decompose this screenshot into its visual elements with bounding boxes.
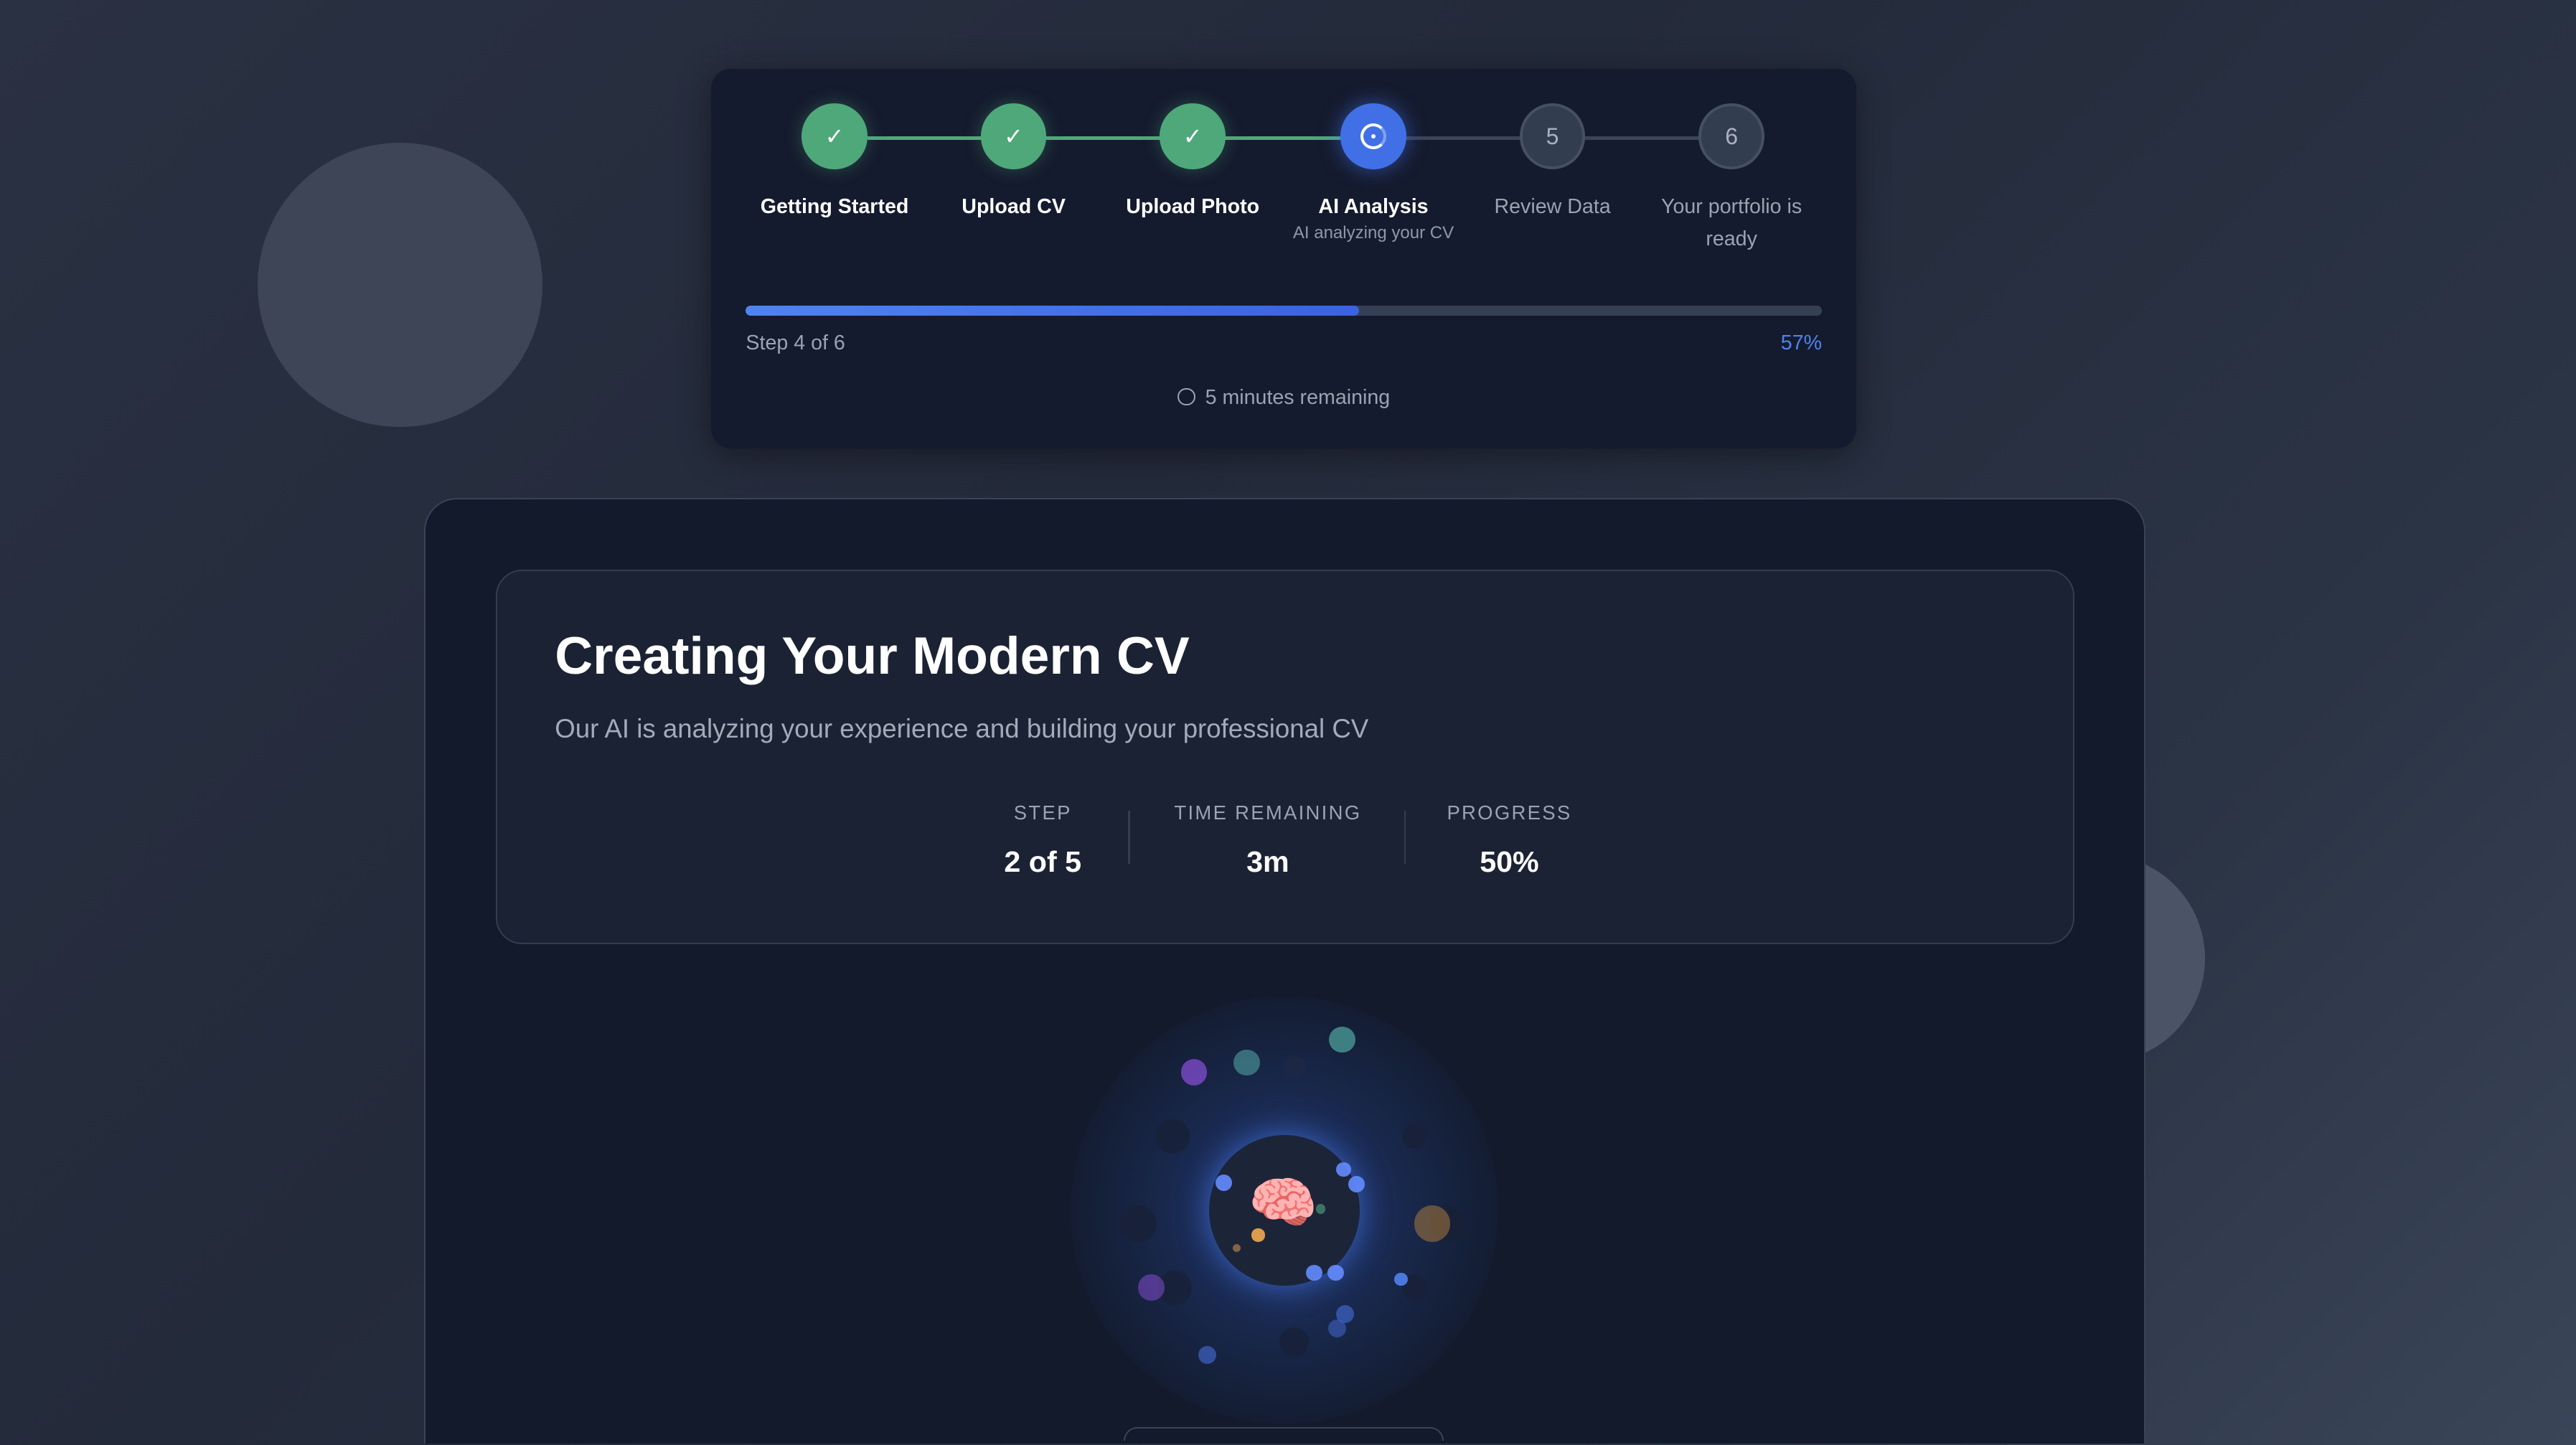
particle xyxy=(1251,1228,1265,1242)
particle xyxy=(1138,1274,1165,1301)
particle xyxy=(1348,1175,1365,1192)
particle xyxy=(1232,1243,1241,1253)
check-icon: ✓ xyxy=(1160,103,1226,169)
particle xyxy=(1215,1174,1232,1191)
particle xyxy=(1155,1119,1190,1154)
step-label: Upload CV xyxy=(962,194,1066,218)
step-label: AI Analysis xyxy=(1318,194,1429,218)
particle xyxy=(1315,1203,1326,1214)
particle xyxy=(1282,1055,1306,1079)
step-ai-analysis[interactable]: AI Analysis AI analyzing your CV xyxy=(1266,103,1480,243)
step-number: 5 xyxy=(1519,103,1586,169)
stat-step: STEP 2 of 5 xyxy=(977,801,1109,880)
step-label: Getting Started xyxy=(760,194,909,218)
step-label: Review Data xyxy=(1494,194,1611,218)
particle xyxy=(1327,1264,1344,1281)
stat-label: STEP xyxy=(1013,801,1072,824)
check-icon: ✓ xyxy=(980,103,1047,169)
main-panel: Creating Your Modern CV Our AI is analyz… xyxy=(423,497,2145,1444)
decorative-circle xyxy=(258,143,542,428)
particle xyxy=(1233,1049,1260,1076)
step-count-text: Step 4 of 6 xyxy=(746,331,845,355)
particle xyxy=(1180,1059,1208,1086)
step-label: Your portfolio is ready xyxy=(1661,194,1802,251)
clock-icon xyxy=(1177,387,1195,406)
particle xyxy=(1430,1205,1467,1242)
particle xyxy=(1327,1319,1346,1338)
particle xyxy=(1120,1205,1157,1242)
time-remaining: 5 minutes remaining xyxy=(711,386,1856,410)
check-icon: ✓ xyxy=(802,103,868,169)
progress-stepper: ✓ Getting Started ✓ Upload CV ✓ Upload Phot… xyxy=(711,69,1857,449)
stat-value: 50% xyxy=(1480,845,1539,879)
stat-value: 2 of 5 xyxy=(1004,845,1082,879)
status-pill xyxy=(1123,1427,1444,1441)
step-portfolio-ready[interactable]: 6 Your portfolio is ready xyxy=(1641,103,1822,256)
step-getting-started[interactable]: ✓ Getting Started xyxy=(744,103,925,223)
particle xyxy=(1328,1026,1355,1053)
divider xyxy=(1404,811,1406,864)
stat-progress: PROGRESS 50% xyxy=(1435,801,1583,880)
stat-time-remaining: TIME REMAINING 3m xyxy=(1161,801,1375,880)
particle xyxy=(1279,1327,1310,1357)
step-label: Upload Photo xyxy=(1126,194,1260,218)
particle xyxy=(1305,1264,1322,1281)
divider xyxy=(1128,811,1130,864)
progress-bar-fill xyxy=(746,305,1360,316)
particle xyxy=(1401,1124,1427,1149)
page-subtitle: Our AI is analyzing your experience and … xyxy=(555,714,1369,744)
particle xyxy=(1414,1205,1451,1242)
loading-ring-icon xyxy=(1340,103,1406,169)
particle xyxy=(1336,1162,1351,1177)
stat-value: 3m xyxy=(1246,845,1289,879)
particle xyxy=(1198,1345,1217,1365)
brain-icon: 🧠 xyxy=(1248,1172,1318,1235)
step-sublabel: AI analyzing your CV xyxy=(1292,223,1454,243)
step-upload-cv[interactable]: ✓ Upload CV xyxy=(923,103,1104,223)
step-number: 6 xyxy=(1698,103,1764,169)
progress-bar xyxy=(746,305,1823,316)
particle xyxy=(1394,1273,1408,1286)
step-review-data[interactable]: 5 Review Data xyxy=(1462,103,1643,223)
status-card: Creating Your Modern CV Our AI is analyz… xyxy=(496,570,2074,944)
connector-line xyxy=(867,136,1377,140)
progress-percent: 57% xyxy=(1780,331,1823,355)
stat-label: TIME REMAINING xyxy=(1174,801,1362,824)
core-orb xyxy=(1208,1134,1360,1286)
time-remaining-text: 5 minutes remaining xyxy=(1205,386,1391,410)
page-title: Creating Your Modern CV xyxy=(555,626,1190,685)
step-upload-photo[interactable]: ✓ Upload Photo xyxy=(1102,103,1283,223)
stat-label: PROGRESS xyxy=(1447,801,1572,824)
